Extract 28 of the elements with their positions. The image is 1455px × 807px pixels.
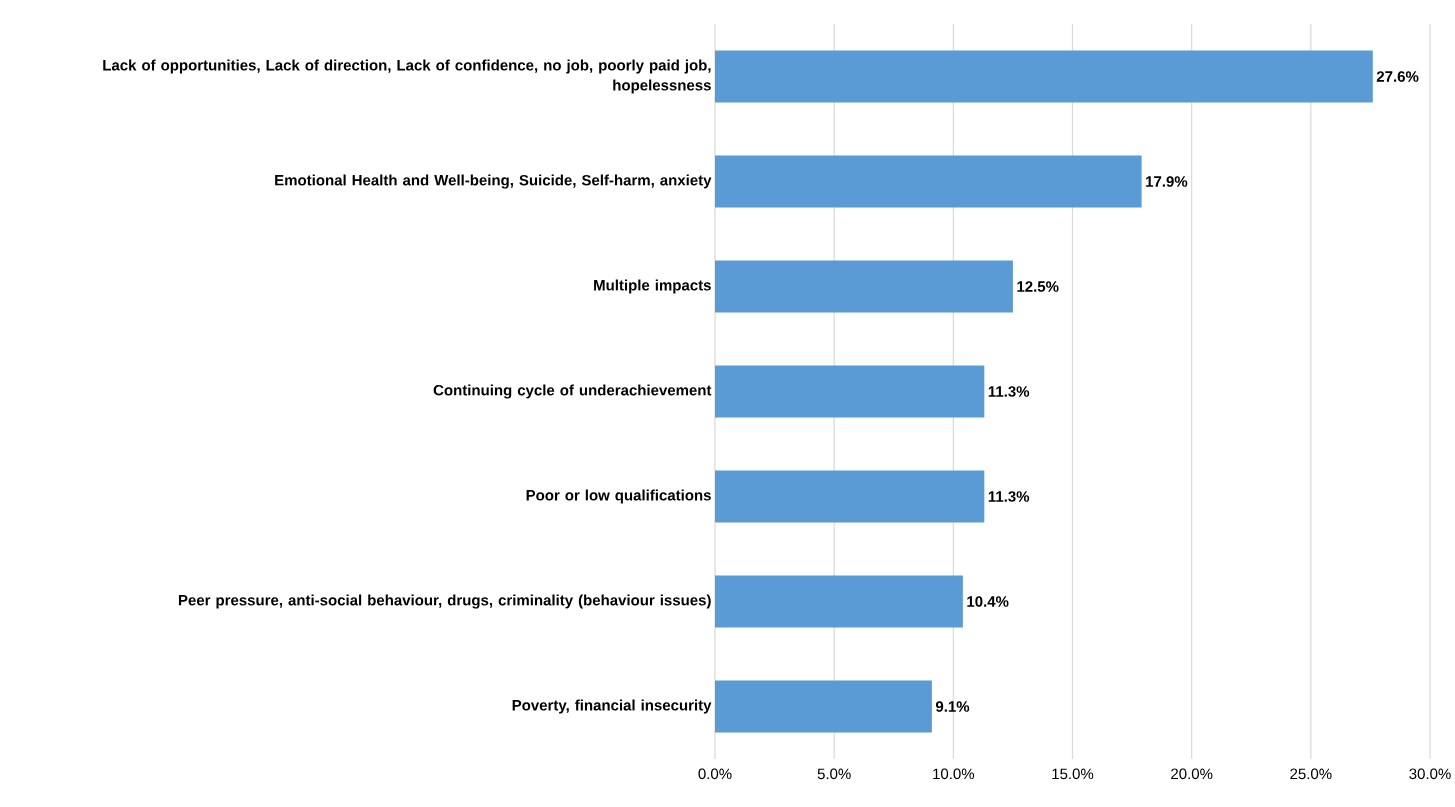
bar xyxy=(715,50,1373,103)
x-tick-label: 30.0% xyxy=(1409,768,1451,780)
y-tick-label: Lack of opportunities, Lack of direction, Lack of confidence, no job, poorly paid job, hopelessness xyxy=(103,59,711,94)
data-label: 11.3% xyxy=(988,491,1030,502)
bar xyxy=(715,365,985,418)
y-tick-label: Multiple impacts xyxy=(594,279,711,294)
bar xyxy=(715,575,963,628)
x-tick-label: 0.0% xyxy=(698,768,732,780)
bar xyxy=(715,470,985,523)
data-label: 10.4% xyxy=(967,596,1009,607)
x-tick-label: 5.0% xyxy=(817,768,851,780)
data-label: 12.5% xyxy=(1017,281,1059,292)
x-tick-label: 20.0% xyxy=(1171,768,1213,780)
y-tick-label: Poor or low qualifications xyxy=(526,489,711,504)
bar xyxy=(715,155,1142,208)
x-tick-label: 15.0% xyxy=(1052,768,1094,780)
data-label: 17.9% xyxy=(1146,176,1188,187)
bar xyxy=(715,680,932,733)
y-tick-label: Emotional Health and Well-being, Suicide, Self-harm, anxiety xyxy=(275,174,712,189)
y-tick-label: Peer pressure, anti-social behaviour, drugs, criminality (behaviour issues) xyxy=(178,594,711,609)
y-tick-label: Continuing cycle of underachievement xyxy=(433,384,712,399)
bar xyxy=(715,260,1013,313)
data-label: 11.3% xyxy=(988,386,1030,397)
x-tick-label: 10.0% xyxy=(933,768,975,780)
y-tick-label: Poverty, financial insecurity xyxy=(512,699,712,714)
data-label: 9.1% xyxy=(935,701,970,712)
data-label: 27.6% xyxy=(1376,71,1419,82)
x-tick-label: 25.0% xyxy=(1290,768,1332,780)
